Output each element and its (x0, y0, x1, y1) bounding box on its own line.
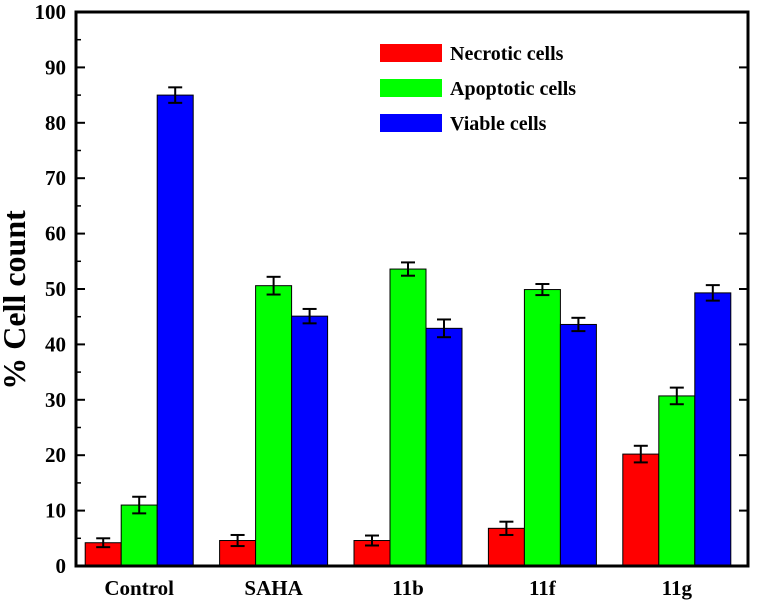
y-tick-label: 50 (45, 277, 66, 301)
legend-label: Necrotic cells (450, 43, 564, 65)
y-tick-label: 60 (45, 222, 66, 246)
bar-apoptotic-cells-11f (523, 289, 561, 567)
bar-necrotic-cells-11g (622, 453, 660, 567)
y-tick-label: 90 (45, 55, 66, 79)
bars-layer (84, 94, 732, 567)
bar-viable-cells-control (156, 94, 194, 567)
x-tick-label: 11f (529, 576, 557, 600)
x-axis: Control SAHA 11b 11f 11g (104, 576, 692, 600)
bar-apoptotic-cells-saha (255, 285, 293, 567)
x-tick-label: 11b (392, 576, 424, 600)
legend-swatch (380, 44, 442, 62)
y-tick-label: 40 (45, 332, 66, 356)
bar-apoptotic-cells-control (120, 504, 158, 567)
y-tick-label: 100 (35, 0, 67, 24)
bar-viable-cells-11b (425, 327, 463, 567)
legend: Necrotic cells Apoptotic cells Viable cell… (380, 43, 576, 135)
bar-viable-cells-11f (559, 323, 597, 567)
legend-label: Apoptotic cells (450, 78, 576, 100)
bar-viable-cells-11g (694, 292, 732, 567)
y-tick-label: 0 (56, 554, 67, 578)
y-tick-label: 70 (45, 166, 66, 190)
y-tick-label: 10 (45, 499, 66, 523)
bar-apoptotic-cells-11b (389, 268, 427, 567)
bar-viable-cells-saha (291, 315, 329, 567)
error-bars-layer (96, 86, 720, 549)
x-tick-label: 11g (662, 576, 693, 600)
bar-apoptotic-cells-11g (658, 395, 696, 567)
y-axis: 0 10 20 30 40 50 60 70 80 90 100 (35, 0, 748, 578)
legend-swatch (380, 114, 442, 132)
legend-label: Viable cells (450, 113, 547, 135)
y-tick-label: 20 (45, 443, 66, 467)
legend-swatch (380, 79, 442, 97)
y-axis-label: % Cell count (0, 210, 32, 390)
y-tick-label: 80 (45, 111, 66, 135)
x-tick-label: Control (104, 576, 174, 600)
x-tick-label: SAHA (244, 576, 303, 600)
y-tick-label: 30 (45, 388, 66, 412)
